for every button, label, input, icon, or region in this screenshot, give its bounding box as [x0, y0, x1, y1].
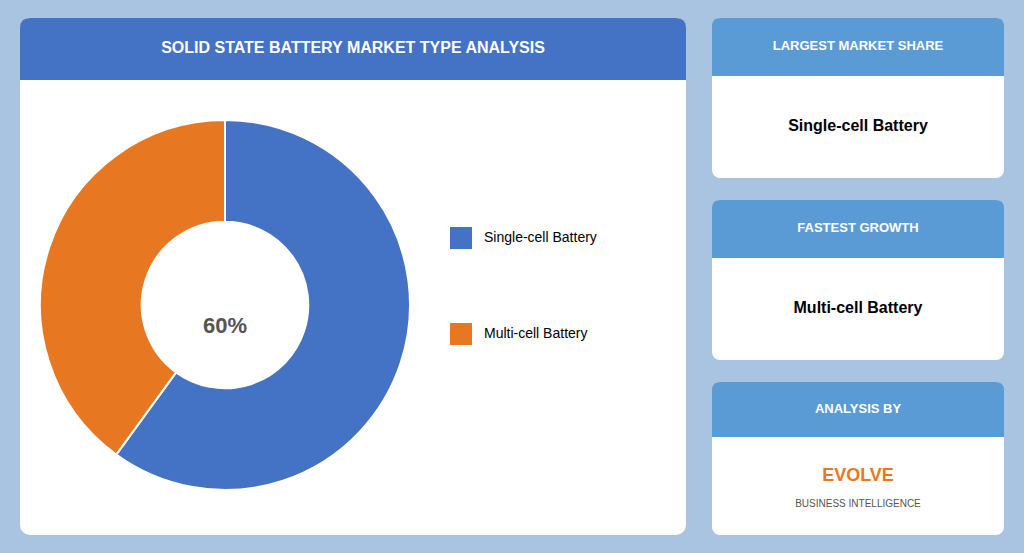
info-box: FASTEST GROWTH Multi-cell Battery	[712, 200, 1004, 360]
legend-swatch	[450, 227, 472, 249]
chart-panel	[20, 18, 686, 535]
info-box-header	[712, 200, 1004, 258]
pie-slice	[40, 120, 225, 455]
info-box-value: Multi-cell Battery	[794, 299, 923, 316]
legend: Single-cell Battery Multi-cell Battery	[450, 227, 597, 345]
info-box-value: EVOLVE	[822, 465, 894, 485]
info-box-body	[712, 200, 1004, 360]
info-box: ANALYSIS BY EVOLVE BUSINESS INTELLIGENCE	[712, 382, 1004, 535]
info-box-body	[712, 382, 1004, 535]
info-box-header	[712, 382, 1004, 437]
chart-title: SOLID STATE BATTERY MARKET TYPE ANALYSIS	[161, 39, 545, 56]
header-bar	[20, 18, 686, 80]
info-box: LARGEST MARKET SHARE Single-cell Battery	[712, 18, 1004, 178]
legend-swatch	[450, 323, 472, 345]
info-box-title: ANALYSIS BY	[815, 401, 902, 416]
info-box-subtext: BUSINESS INTELLIGENCE	[795, 498, 921, 509]
pie-group	[40, 120, 410, 490]
info-box-value: Single-cell Battery	[788, 117, 928, 134]
info-box-title: LARGEST MARKET SHARE	[773, 38, 944, 53]
info-box-header	[712, 18, 1004, 76]
center-label: 60%	[203, 313, 247, 338]
legend-label: Single-cell Battery	[484, 229, 597, 245]
legend-label: Multi-cell Battery	[484, 325, 587, 341]
chart-svg: SOLID STATE BATTERY MARKET TYPE ANALYSIS…	[0, 0, 1024, 553]
info-box-body	[712, 18, 1004, 178]
info-box-title: FASTEST GROWTH	[797, 220, 918, 235]
